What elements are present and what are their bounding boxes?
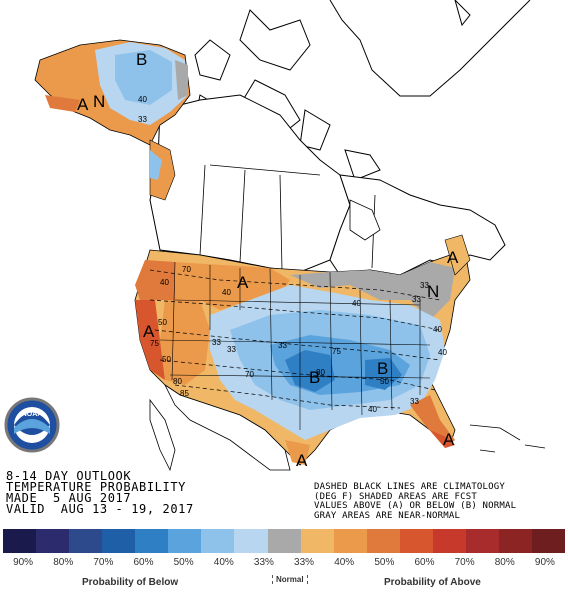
legend-swatch (532, 529, 566, 553)
legend-swatch (432, 529, 466, 553)
legend-label: 80% (53, 557, 74, 568)
contour-value: 40 (352, 299, 361, 308)
contour-value: 33 (412, 295, 421, 304)
contour-value: 40 (160, 278, 169, 287)
contour-value: 50 (162, 355, 171, 364)
contour-values: 40 33 50 40 70 40 50 33 33 75 80 85 70 7… (138, 95, 447, 414)
state-borders (159, 261, 431, 430)
legend-swatch (399, 529, 433, 553)
legend-label: 70% (454, 557, 475, 568)
map-letter-a-west: A (143, 322, 155, 341)
contour-value: 85 (180, 389, 189, 398)
legend-swatch (102, 529, 136, 553)
outlook-valid-dates: VALID AUG 13 - 19, 2017 (6, 502, 194, 516)
legend-swatch (135, 529, 169, 553)
outlook-title-line: 8-14 DAY OUTLOOK (6, 469, 132, 483)
contour-value: 33 (138, 115, 147, 124)
map-letter-a-maine: A (447, 248, 459, 267)
map-letter-a-alaska: A (77, 95, 89, 114)
legend-label: 60% (133, 557, 154, 568)
caribbean-outline (469, 424, 546, 453)
outlook-title-line: TEMPERATURE PROBABILITY (6, 480, 186, 494)
contour-value: 33 (212, 338, 221, 347)
map-letter-a-texas: A (296, 451, 308, 470)
contour-value: 80 (316, 368, 325, 377)
legend-note-line: GRAY AREAS ARE NEAR-NORMAL (314, 510, 461, 521)
conus-shading (134, 234, 471, 466)
outlook-title-block: 8-14 DAY OUTLOOK TEMPERATURE PROBABILITY… (6, 469, 194, 516)
legend-label: 40% (334, 557, 355, 568)
legend-swatch (300, 529, 334, 553)
legend-label: 33% (294, 557, 315, 568)
legend-swatch (333, 529, 367, 553)
contour-value: 70 (182, 265, 191, 274)
legend-label: 33% (253, 557, 274, 568)
legend-swatch (168, 529, 202, 553)
arctic-coastlines (194, 0, 531, 181)
legend-swatch (465, 529, 499, 553)
noaa-logo: NOAA (4, 397, 60, 453)
legend-label: 90% (13, 557, 34, 568)
probability-legend-bar (3, 529, 566, 553)
legend-swatch (498, 529, 532, 553)
map-letter-n-alaska: N (93, 92, 105, 111)
hudson-bay (349, 199, 381, 241)
climatology-lines (149, 269, 441, 409)
legend-swatch (201, 529, 235, 553)
legend-swatch (3, 529, 37, 553)
legend-label: 80% (494, 557, 515, 568)
map-svg: NOAA A N B A A N A B B A A 40 33 50 40 7… (4, 0, 546, 472)
legend-note: DASHED BLACK LINES ARE CLIMATOLOGY (DEG … (314, 482, 517, 521)
mexico-outline (149, 383, 291, 472)
contour-value: 75 (150, 339, 159, 348)
alaska-region (34, 39, 191, 201)
legend-note-line: DASHED BLACK LINES ARE CLIMATOLOGY (314, 482, 506, 492)
map-letter-a-plains: A (237, 273, 249, 292)
contour-value: 50 (158, 318, 167, 327)
normal-caption: Normal (272, 575, 308, 584)
contour-value: 50 (380, 377, 389, 386)
legend-label: 50% (173, 557, 194, 568)
legend-swatch (69, 529, 103, 553)
outlook-made-date: MADE 5 AUG 2017 (6, 491, 132, 505)
contour-value: 33 (420, 281, 429, 290)
map-letter-b-central: B (309, 368, 320, 387)
legend-label: 40% (213, 557, 234, 568)
map-letter-b-east: B (377, 359, 388, 378)
contour-value: 33 (410, 397, 419, 406)
map-letter-a-florida: A (443, 430, 455, 449)
contour-value: 40 (138, 95, 147, 104)
contour-value: 40 (222, 288, 231, 297)
map-letter-b-alaska: B (136, 50, 147, 69)
contour-value: 70 (245, 370, 254, 379)
contour-value: 40 (433, 325, 442, 334)
contour-value: 40 (438, 348, 447, 357)
contour-value: 75 (332, 347, 341, 356)
legend-note-line: (DEG F) SHADED AREAS ARE FCST (314, 491, 477, 502)
legend-swatch (234, 529, 268, 553)
contour-value: 33 (278, 341, 287, 350)
contour-value: 40 (368, 405, 377, 414)
legend-note-line: VALUES ABOVE (A) OR BELOW (B) NORMAL (314, 501, 517, 511)
probability-legend-labels: 90% 80% 70% 60% 50% 40% 33% 33% 40% 50% 60% 70% 80% 9… (3, 557, 565, 568)
probability-below-caption: Probability of Below (82, 577, 179, 588)
legend-label: 70% (93, 557, 114, 568)
legend-swatch (366, 529, 400, 553)
map-letter-n-northeast: N (427, 282, 439, 301)
contour-value: 80 (173, 377, 182, 386)
legend-label: 50% (374, 557, 395, 568)
outlook-map: NOAA A N B A A N A B B A A 40 33 50 40 7… (4, 0, 546, 472)
noaa-logo-text: NOAA (22, 411, 43, 418)
legend-label: 90% (534, 557, 555, 568)
probability-above-caption: Probability of Above (384, 577, 481, 588)
legend-swatch (36, 529, 70, 553)
forecast-letters: A N B A A N A B B A A (77, 50, 459, 470)
legend-label: 60% (414, 557, 435, 568)
legend-swatch (267, 529, 301, 553)
contour-value: 33 (227, 345, 236, 354)
